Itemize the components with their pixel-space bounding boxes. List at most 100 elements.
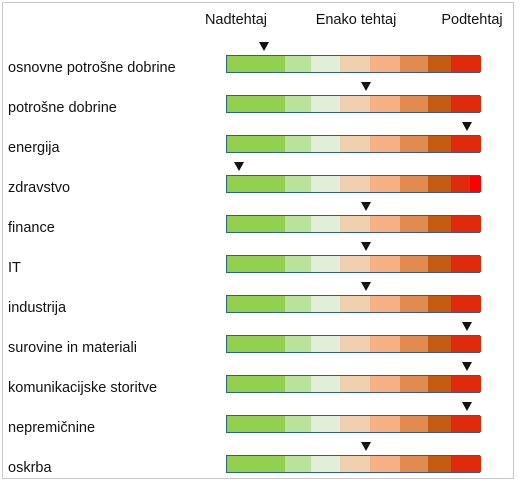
scale-segment xyxy=(428,216,451,232)
scale-segment xyxy=(227,336,256,352)
scale-segment xyxy=(311,256,340,272)
scale-segment xyxy=(340,136,370,152)
scale-segment xyxy=(285,416,311,432)
scale-segment xyxy=(370,56,400,72)
sector-row: osnovne potrošne dobrine xyxy=(0,38,520,78)
position-marker xyxy=(462,362,473,371)
rating-scale-bar xyxy=(226,255,481,273)
scale-segment xyxy=(227,216,256,232)
scale-segment xyxy=(400,336,428,352)
rating-scale-bar xyxy=(226,175,481,193)
rating-scale-bar xyxy=(226,95,481,113)
sector-label: potrošne dobrine xyxy=(8,100,117,116)
scale-segment xyxy=(256,216,285,232)
scale-segment xyxy=(227,376,256,392)
sector-label: IT xyxy=(8,260,21,276)
scale-segment xyxy=(256,56,285,72)
scale-label-overweight: Nadtehtaj xyxy=(204,12,268,28)
rating-scale-bar xyxy=(226,415,481,433)
scale-segment xyxy=(428,336,451,352)
sector-row: potrošne dobrine xyxy=(0,78,520,118)
scale-segment xyxy=(370,216,400,232)
sector-label: zdravstvo xyxy=(8,180,71,196)
sector-row: nepremičnine xyxy=(0,398,520,438)
scale-segment xyxy=(370,176,400,192)
scale-segment xyxy=(256,296,285,312)
scale-segment xyxy=(400,296,428,312)
scale-segment xyxy=(227,456,256,472)
scale-segment xyxy=(256,376,285,392)
scale-segment xyxy=(256,456,285,472)
position-marker xyxy=(233,162,244,171)
scale-segment xyxy=(400,56,428,72)
scale-segment xyxy=(340,56,370,72)
scale-segment xyxy=(256,176,285,192)
scale-segment xyxy=(428,256,451,272)
scale-segment xyxy=(256,336,285,352)
scale-segment xyxy=(451,96,481,112)
scale-segment xyxy=(227,56,256,72)
sector-label: oskrba xyxy=(8,460,52,476)
scale-segment xyxy=(311,376,340,392)
scale-segment xyxy=(451,296,481,312)
sector-row: zdravstvo xyxy=(0,158,520,198)
sector-row: komunikacijske storitve xyxy=(0,358,520,398)
scale-segment xyxy=(340,216,370,232)
sector-row: surovine in materiali xyxy=(0,318,520,358)
scale-label-neutral: Enako tehtaj xyxy=(315,12,397,28)
scale-segment xyxy=(370,256,400,272)
scale-segment xyxy=(428,376,451,392)
scale-segment xyxy=(340,256,370,272)
scale-segment xyxy=(311,416,340,432)
scale-segment xyxy=(285,376,311,392)
rating-scale-bar xyxy=(226,375,481,393)
scale-segment xyxy=(340,376,370,392)
sector-label: industrija xyxy=(8,300,67,316)
scale-segment xyxy=(311,216,340,232)
sector-label: finance xyxy=(8,220,55,236)
rating-scale-bar xyxy=(226,55,481,73)
scale-segment xyxy=(428,416,451,432)
position-marker xyxy=(360,82,371,91)
scale-segment xyxy=(400,256,428,272)
scale-segment xyxy=(311,96,340,112)
position-marker xyxy=(259,42,270,51)
sector-row: oskrba xyxy=(0,438,520,478)
scale-segment xyxy=(340,336,370,352)
scale-segment xyxy=(451,256,481,272)
scale-segment xyxy=(311,176,340,192)
scale-segment xyxy=(311,136,340,152)
scale-segment xyxy=(370,136,400,152)
scale-segment xyxy=(285,336,311,352)
position-marker xyxy=(462,322,473,331)
scale-segment xyxy=(370,456,400,472)
scale-segment xyxy=(451,336,481,352)
rating-scale-bar xyxy=(226,335,481,353)
rating-scale-bar xyxy=(226,295,481,313)
scale-segment xyxy=(370,96,400,112)
scale-segment xyxy=(227,96,256,112)
scale-segment xyxy=(451,216,481,232)
rating-scale-bar xyxy=(226,215,481,233)
scale-segment xyxy=(400,96,428,112)
scale-segment xyxy=(285,456,311,472)
scale-segment xyxy=(400,136,428,152)
position-marker xyxy=(462,402,473,411)
scale-segment xyxy=(227,296,256,312)
scale-segment xyxy=(400,216,428,232)
scale-segment xyxy=(400,376,428,392)
scale-segment xyxy=(227,416,256,432)
scale-segment xyxy=(311,336,340,352)
scale-segment xyxy=(370,296,400,312)
scale-segment xyxy=(451,416,481,432)
scale-segment xyxy=(285,176,311,192)
position-marker xyxy=(360,442,371,451)
scale-segment xyxy=(285,56,311,72)
position-marker xyxy=(462,122,473,131)
scale-segment-highlight xyxy=(470,176,481,192)
scale-segment xyxy=(311,296,340,312)
scale-segment xyxy=(285,136,311,152)
scale-segment xyxy=(428,56,451,72)
sector-row: finance xyxy=(0,198,520,238)
scale-segment xyxy=(256,136,285,152)
